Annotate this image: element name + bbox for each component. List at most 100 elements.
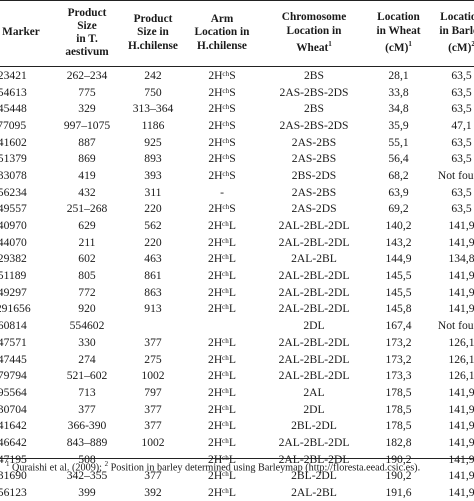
table-cell: 2BL-2DL xyxy=(291,419,337,433)
column-header-line: Marker xyxy=(2,26,40,39)
table-cell: 744070 xyxy=(0,235,27,249)
footnote-text-1: Quraishi et al. (2009); xyxy=(9,462,105,474)
column-header-line: Size xyxy=(77,19,97,32)
table-cell: 63,5 xyxy=(451,68,472,82)
table-cell: 141,9 xyxy=(448,285,474,299)
table-cell: 141,9 xyxy=(448,385,474,399)
table-cell: 2BS xyxy=(304,68,324,82)
table-cell: - xyxy=(220,185,224,199)
table-cell: 173,2 xyxy=(385,335,412,349)
table-cell: 63,5 xyxy=(451,202,472,216)
table-cell: 2HᶜʰL xyxy=(208,252,236,266)
table-cell: 733078 xyxy=(0,168,27,182)
table-cell: 2HᶜʰS xyxy=(208,68,236,82)
table-row: 795564 713 797 2HᶜʰL 2AL 178,5 141,9 xyxy=(0,384,474,401)
table-cell: 35,9 xyxy=(388,118,409,132)
table-cell xyxy=(182,317,262,334)
table-cell: 167,4 xyxy=(385,319,412,333)
column-header-line: H.chilense xyxy=(197,39,247,52)
table-cell: 126,1 xyxy=(448,369,474,383)
table-cell: 178,5 xyxy=(385,402,412,416)
table-cell: 178,5 xyxy=(385,385,412,399)
table-cell: 2HᶜʰL xyxy=(208,335,236,349)
table-cell xyxy=(124,317,182,334)
column-header-line: in Barley xyxy=(439,24,474,37)
table-cell: 2BS xyxy=(304,102,324,116)
column-header-line: in T. xyxy=(76,33,98,45)
table-cell: 562 xyxy=(144,219,162,233)
table-cell: 47,1 xyxy=(451,118,472,132)
table-cell: 2HᶜʰL xyxy=(208,385,236,399)
table-cell: 63,5 xyxy=(451,135,472,149)
table-cell: 2DL xyxy=(303,319,325,333)
table-cell: 869 xyxy=(78,152,96,166)
table-row: 749297 772 863 2HᶜʰL 2AL-2BL-2DL 145,5 141,9 xyxy=(0,284,474,301)
table-cell: 730704 xyxy=(0,402,27,416)
column-header-line: (cM) xyxy=(385,41,409,54)
table-cell: 143,2 xyxy=(385,235,412,249)
table-cell: 141,9 xyxy=(448,402,474,416)
table-cell: 69,2 xyxy=(388,202,409,216)
table-cell: 740970 xyxy=(0,219,27,233)
table-row: 756123 399 392 2HᶜʰL 2AL-2BL 191,6 141,9 xyxy=(0,484,474,501)
table-cell: 145,8 xyxy=(385,302,412,316)
table-cell: 729382 xyxy=(0,252,27,266)
table-cell: 2AL-2BL-2DL xyxy=(278,435,350,449)
table-cell: 1002 xyxy=(141,369,165,383)
column-header: Arm Location in H.chilense xyxy=(182,0,262,67)
table-row: 760814 554602 2DL 167,4 Not found xyxy=(0,317,474,334)
table-cell: 419 xyxy=(78,168,96,182)
table-cell: 749557 xyxy=(0,202,27,216)
table-cell: 141,9 xyxy=(448,219,474,233)
table-header: Marker Product Size in T. aestivum Product Siz… xyxy=(0,0,474,67)
table-cell: 775 xyxy=(78,85,96,99)
table-cell: 55,1 xyxy=(388,135,409,149)
table-cell: 2HᶜʰL xyxy=(208,235,236,249)
table-row: 747571 330 377 2HᶜʰL 2AL-2BL-2DL 173,2 126,1 xyxy=(0,334,474,351)
table-cell: 2AL-2BL-2DL xyxy=(278,235,350,249)
table-cell: 126,1 xyxy=(448,335,474,349)
table-cell: 925 xyxy=(144,135,162,149)
table-cell: 723421 xyxy=(0,68,27,82)
table-cell: 2HᶜʰS xyxy=(208,85,236,99)
table-row: 746642 843–889 1002 2HᶜʰL 2AL-2BL-2DL 182,8 14… xyxy=(0,434,474,451)
table-cell: 747571 xyxy=(0,335,27,349)
table-cell: 2HᶜʰL xyxy=(208,352,236,366)
table-cell: 366-390 xyxy=(67,419,107,433)
table-cell: 760814 xyxy=(0,319,27,333)
table-cell: 2HᶜʰL xyxy=(208,219,236,233)
table-cell: 251–268 xyxy=(66,202,108,216)
table-cell: 2HᶜʰL xyxy=(208,402,236,416)
table-row: 733078 419 393 2HᶜʰS 2BS-2DS 68,2 Not found xyxy=(0,167,474,184)
column-header-line: Size in xyxy=(137,26,169,39)
table-cell: r291656 xyxy=(0,302,31,316)
table-cell: 795564 xyxy=(0,385,27,399)
table-cell: 63,5 xyxy=(451,185,472,199)
table-cell: 2HᶜʰS xyxy=(208,102,236,116)
column-header-line: Wheat xyxy=(296,41,329,54)
table-cell: 173,2 xyxy=(385,352,412,366)
table-row: 779794 521–602 1002 2HᶜʰL 2AL-2BL-2DL 173,3 12… xyxy=(0,367,474,384)
table-cell: 887 xyxy=(78,135,96,149)
table-bottom-rule xyxy=(0,458,474,460)
table-cell: 805 xyxy=(78,269,96,283)
column-header-line: in Wheat xyxy=(376,24,421,37)
table-cell: 145,5 xyxy=(385,269,412,283)
table-cell: 521–602 xyxy=(66,369,108,383)
table-cell: 797 xyxy=(144,385,162,399)
table-row: 751379 869 893 2HᶜʰS 2AS-2BS 56,4 63,5 xyxy=(0,150,474,167)
table-cell: 2AL xyxy=(303,385,325,399)
table-cell: 2HᶜʰL xyxy=(208,486,236,500)
column-header-line: Product xyxy=(67,6,107,19)
table-cell: 393 xyxy=(144,168,162,182)
table-cell: 242 xyxy=(144,68,162,82)
table-row: 744070 211 220 2HᶜʰL 2AL-2BL-2DL 143,2 141,9 xyxy=(0,234,474,251)
table-row: 745448 329 313–364 2HᶜʰS 2BS 34,8 63,5 xyxy=(0,100,474,117)
table-cell: 747445 xyxy=(0,352,27,366)
column-header: Chromosome Location in Wheat1 xyxy=(262,0,366,67)
table-cell: 274 xyxy=(78,352,96,366)
table-cell: 220 xyxy=(144,202,162,216)
column-header-line: Arm xyxy=(210,13,234,26)
